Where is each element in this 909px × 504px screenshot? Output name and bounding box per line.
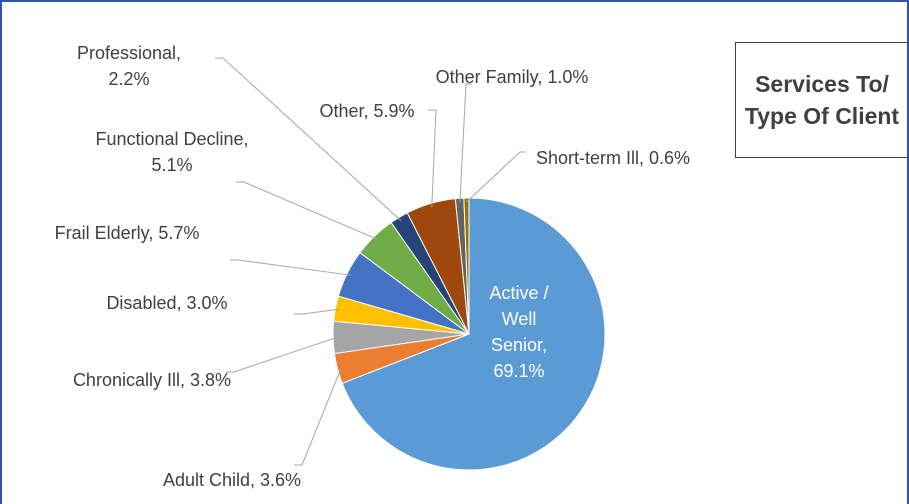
value-label: 1.0% — [547, 67, 589, 87]
category-name: Short-term Ill — [536, 148, 644, 168]
leader-line — [294, 367, 342, 466]
leader-line — [428, 109, 437, 208]
category-name: Professional — [77, 43, 181, 63]
data-label: Professional 2.2% — [54, 40, 204, 92]
data-label: Other Family 1.0% — [427, 64, 597, 90]
pie-slice — [341, 197, 606, 471]
data-label: Functional Decline 5.1% — [92, 126, 252, 178]
leader-line — [230, 259, 351, 276]
value-label: 2.2% — [108, 69, 150, 89]
value-label: 3.8% — [190, 370, 232, 390]
category-name: Frail Elderly — [55, 223, 154, 243]
chart-title: Services To/ Type Of Client — [744, 71, 900, 129]
data-label: Active / Well Senior 69.1% — [474, 280, 564, 384]
data-label: Frail Elderly 5.7% — [17, 220, 237, 246]
leader-line — [466, 151, 526, 203]
data-label: Adult Child 3.6% — [157, 467, 307, 493]
value-label: 5.7% — [158, 223, 200, 243]
category-name: Other Family — [436, 67, 543, 87]
value-label: 5.1% — [151, 155, 193, 175]
category-name: Adult Child — [163, 470, 255, 490]
data-label: Chronically Ill 3.8% — [67, 367, 237, 393]
leader-line — [459, 83, 472, 203]
value-label: 0.6% — [649, 148, 691, 168]
title-box — [735, 42, 907, 158]
value-label: 69.1% — [493, 361, 545, 381]
category-name: Other — [319, 101, 368, 121]
pie-slice — [463, 197, 470, 335]
leader-line — [236, 181, 378, 240]
data-label: Disabled 3.0% — [37, 290, 297, 316]
category-name: Functional Decline — [95, 129, 248, 149]
leader-line — [215, 57, 402, 222]
value-label: 3.0% — [186, 293, 228, 313]
leader-line — [294, 308, 340, 315]
leader-line — [226, 336, 338, 373]
data-label: Short-term Ill 0.6% — [528, 145, 698, 171]
category-name: Chronically Ill — [73, 370, 185, 390]
category-name: Active / Well Senior — [489, 283, 548, 355]
category-name: Disabled — [106, 293, 181, 313]
data-label: Other 5.9% — [292, 98, 442, 124]
value-label: 5.9% — [373, 101, 415, 121]
value-label: 3.6% — [260, 470, 302, 490]
